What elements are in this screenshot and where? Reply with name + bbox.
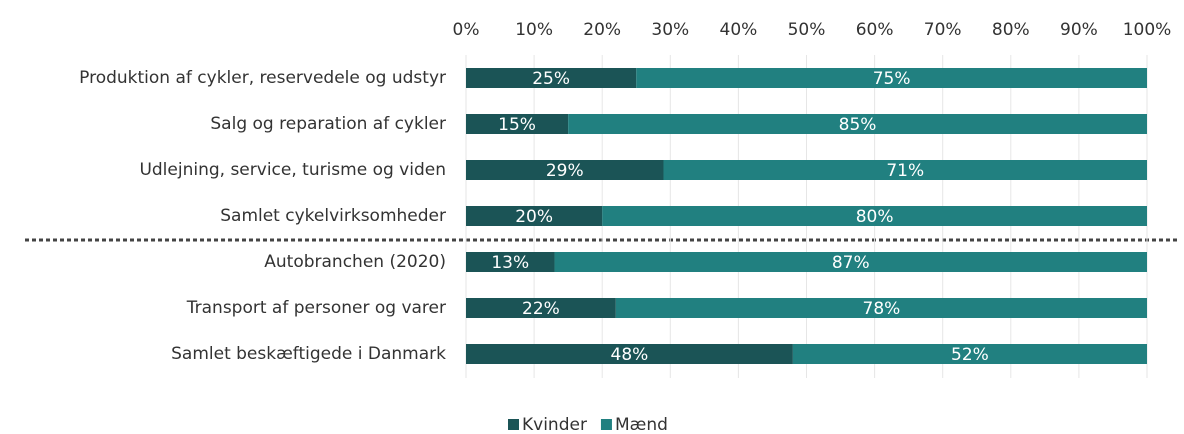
x-tick-label: 80% — [992, 20, 1030, 40]
bar-segment — [466, 344, 793, 364]
bar-segment — [615, 298, 1147, 318]
value-label: 71% — [886, 161, 924, 181]
x-tick-label: 10% — [515, 20, 553, 40]
x-tick-label: 0% — [453, 20, 480, 40]
value-label: 29% — [546, 161, 584, 181]
x-tick-label: 20% — [583, 20, 621, 40]
bar-segment — [466, 68, 637, 88]
value-label: 48% — [611, 345, 649, 365]
y-tick-label: Samlet cykelvirksomheder — [220, 206, 446, 226]
value-label: 78% — [863, 299, 901, 319]
bar-segment — [466, 252, 555, 272]
x-tick-label: 100% — [1123, 20, 1172, 40]
bar-segment — [602, 206, 1147, 226]
legend-swatch — [600, 419, 612, 430]
bar-segment — [466, 160, 664, 180]
bar-segment — [466, 298, 616, 318]
x-tick-label: 30% — [651, 20, 689, 40]
value-label: 85% — [839, 115, 877, 135]
y-tick-label: Produktion af cykler, reservedele og uds… — [79, 68, 446, 88]
x-tick-label: 90% — [1060, 20, 1098, 40]
y-tick-label: Transport af personer og varer — [186, 298, 446, 318]
bar-segment — [466, 206, 603, 226]
bar-segment — [466, 114, 569, 134]
value-label: 52% — [951, 345, 989, 365]
bar-segment — [568, 114, 1147, 134]
bar-segment — [636, 68, 1147, 88]
x-tick-label: 70% — [924, 20, 962, 40]
value-label: 15% — [498, 115, 536, 135]
value-label: 87% — [832, 253, 870, 273]
x-tick-label: 50% — [788, 20, 826, 40]
bar-segment — [663, 160, 1147, 180]
y-tick-label: Samlet beskæftigede i Danmark — [171, 344, 446, 364]
value-label: 25% — [532, 69, 570, 89]
x-tick-label: 40% — [720, 20, 758, 40]
value-label: 13% — [491, 253, 529, 273]
legend-label: Mænd — [615, 415, 668, 434]
legend-label: Kvinder — [522, 415, 587, 434]
value-label: 22% — [522, 299, 560, 319]
x-tick-label: 60% — [856, 20, 894, 40]
y-tick-label: Salg og reparation af cykler — [210, 114, 446, 134]
value-label: 20% — [515, 207, 553, 227]
bar-segment — [792, 344, 1147, 364]
y-tick-label: Autobranchen (2020) — [264, 252, 446, 272]
y-tick-label: Udlejning, service, turisme og viden — [139, 160, 446, 180]
value-label: 75% — [873, 69, 911, 89]
legend-swatch — [508, 419, 519, 430]
bar-segment — [554, 252, 1147, 272]
value-label: 80% — [856, 207, 894, 227]
